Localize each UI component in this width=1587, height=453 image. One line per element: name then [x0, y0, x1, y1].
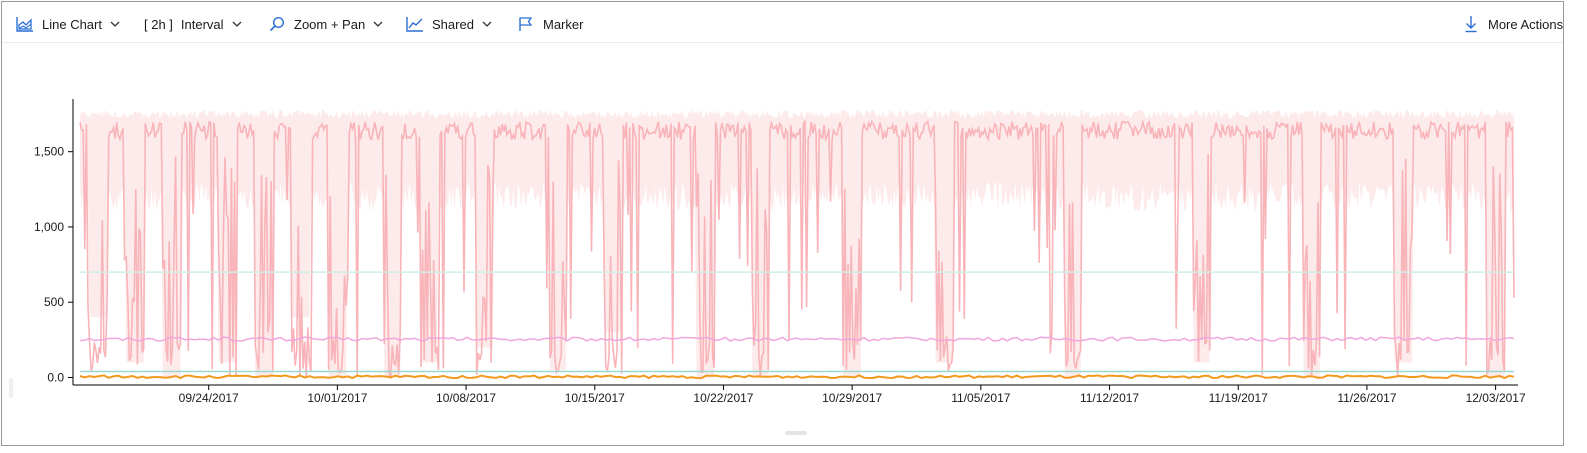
- resize-handle-left[interactable]: [9, 378, 13, 398]
- x-tick-label: 11/26/2017: [1337, 391, 1396, 405]
- y-tick-label: 500: [44, 295, 64, 309]
- more-actions-label: More Actions: [1488, 16, 1564, 32]
- shared-dropdown[interactable]: Shared: [406, 13, 492, 35]
- series-0-band: [80, 109, 1514, 378]
- x-tick-label: 11/12/2017: [1080, 391, 1139, 405]
- zoom-pan-label: Zoom + Pan: [294, 16, 366, 32]
- x-tick-label: 09/24/2017: [179, 391, 239, 405]
- interval-dropdown[interactable]: [ 2h ] Interval: [144, 13, 242, 35]
- marker-button[interactable]: Marker: [517, 13, 583, 35]
- y-tick-label: 1,000: [34, 220, 64, 234]
- x-tick-label: 12/03/2017: [1466, 391, 1526, 405]
- x-tick-label: 10/22/2017: [693, 391, 753, 405]
- chart-type-label: Line Chart: [42, 16, 102, 32]
- series-0-line: [79, 119, 1515, 380]
- x-tick-label: 10/15/2017: [565, 391, 625, 405]
- magnifier-icon: [268, 15, 286, 33]
- marker-label: Marker: [543, 16, 584, 32]
- x-tick-layer: 09/24/2017 10/01/2017 10/08/2017 10/15/2017…: [179, 385, 1526, 405]
- axes: [72, 99, 1518, 386]
- flag-icon: [517, 15, 535, 33]
- series-layer: [79, 109, 1515, 380]
- x-tick-label: 11/05/2017: [951, 391, 1010, 405]
- line-trend-icon: [406, 15, 424, 33]
- series-2-line: [79, 336, 1515, 342]
- x-tick-label: 11/19/2017: [1209, 391, 1268, 405]
- chart-type-dropdown[interactable]: Line Chart: [16, 13, 120, 35]
- download-arrow-icon: [1462, 15, 1480, 33]
- interval-label: Interval: [180, 16, 224, 32]
- interval-value: [ 2h ]: [144, 16, 173, 32]
- resize-handle-bottom[interactable]: [785, 431, 807, 435]
- x-tick-label: 10/01/2017: [307, 391, 367, 405]
- y-tick-layer: 0.0 500 1,000 1,500: [34, 145, 73, 384]
- area-chart-icon: [16, 15, 34, 33]
- y-tick-label: 1,500: [34, 145, 64, 159]
- chevron-down-icon: [373, 19, 383, 29]
- line-chart[interactable]: 0.0 500 1,000 1,500 09/24/2017 10/01/2017 10/…: [2, 42, 1562, 442]
- chart-panel: Line Chart [ 2h ] Interval Zoom + Pan: [1, 1, 1564, 446]
- chevron-down-icon: [232, 19, 242, 29]
- series-4-line: [79, 374, 1515, 380]
- x-tick-label: 10/08/2017: [436, 391, 496, 405]
- toolbar: Line Chart [ 2h ] Interval Zoom + Pan: [2, 2, 1563, 43]
- more-actions-button[interactable]: More Actions: [1462, 13, 1563, 35]
- chevron-down-icon: [110, 19, 120, 29]
- shared-label: Shared: [432, 16, 474, 32]
- y-tick-label: 0.0: [47, 370, 64, 384]
- chevron-down-icon: [482, 19, 492, 29]
- x-tick-label: 10/29/2017: [822, 391, 882, 405]
- zoom-pan-dropdown[interactable]: Zoom + Pan: [268, 13, 383, 35]
